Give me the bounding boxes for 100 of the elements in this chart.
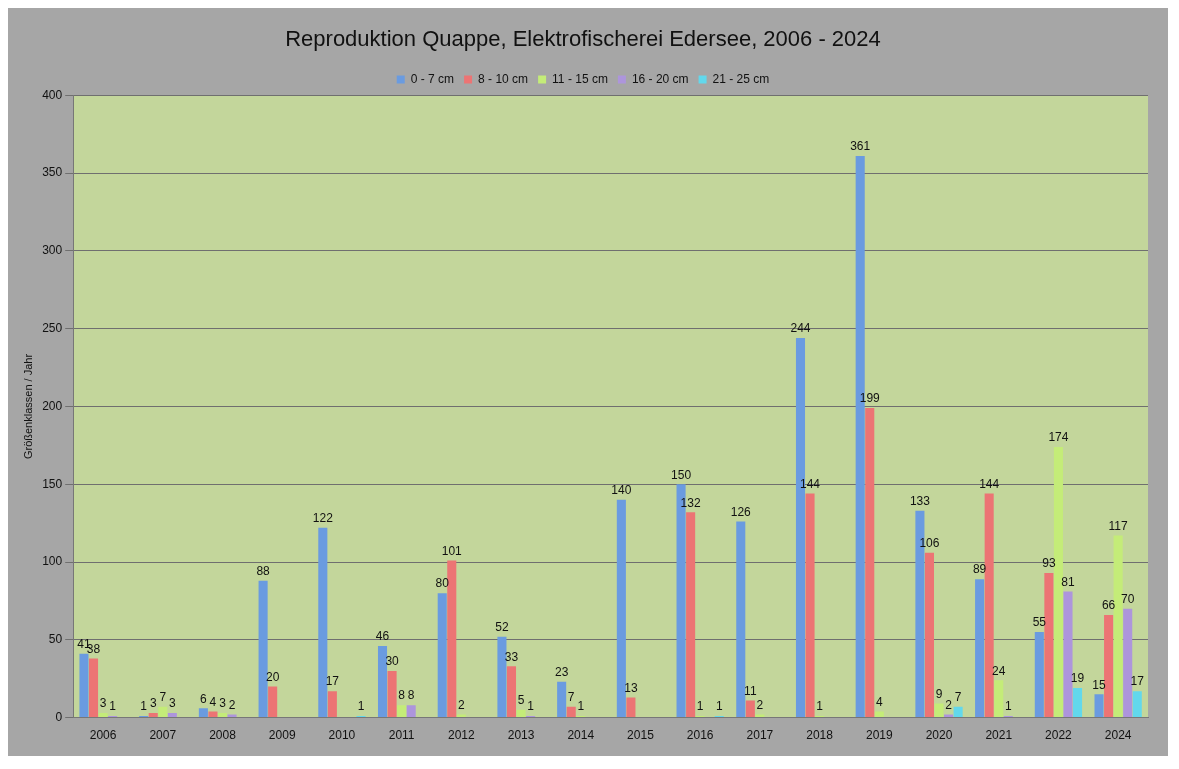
x-tick-label: 2024 bbox=[1104, 728, 1132, 743]
bar bbox=[557, 681, 567, 718]
bar bbox=[616, 499, 626, 718]
bar bbox=[626, 697, 636, 718]
legend-label: 8 - 10 cm bbox=[478, 71, 529, 86]
x-tick-label: 2021 bbox=[985, 728, 1013, 743]
data-label: 11 bbox=[744, 683, 757, 698]
x-tick-label: 2009 bbox=[268, 728, 296, 743]
bar bbox=[975, 579, 985, 718]
bar bbox=[1044, 572, 1054, 718]
bar bbox=[1113, 535, 1123, 718]
bar bbox=[258, 580, 268, 718]
bar bbox=[1073, 688, 1083, 718]
data-label: 55 bbox=[1032, 615, 1047, 630]
y-tick-label: 100 bbox=[42, 554, 63, 569]
bar bbox=[686, 512, 696, 718]
y-tick-label: 50 bbox=[48, 632, 63, 647]
data-label: 1 bbox=[1004, 699, 1012, 714]
data-label: 7 bbox=[567, 690, 575, 705]
data-label: 9 bbox=[935, 686, 943, 701]
data-label: 144 bbox=[800, 476, 821, 491]
data-label: 6 bbox=[200, 691, 208, 706]
bar bbox=[953, 706, 963, 718]
data-label: 1 bbox=[527, 699, 535, 714]
data-label: 140 bbox=[611, 483, 632, 498]
data-label: 117 bbox=[1108, 518, 1129, 533]
bar bbox=[227, 714, 237, 718]
data-label: 106 bbox=[919, 536, 940, 551]
y-tick-label: 400 bbox=[42, 87, 63, 102]
bar bbox=[318, 527, 328, 718]
bar bbox=[88, 658, 99, 718]
x-tick-label: 2016 bbox=[686, 728, 714, 743]
bar bbox=[874, 711, 884, 718]
data-label: 2 bbox=[457, 697, 465, 712]
data-label: 1 bbox=[715, 699, 723, 714]
data-label: 1 bbox=[696, 699, 704, 714]
bar bbox=[865, 408, 875, 718]
data-label: 361 bbox=[850, 139, 871, 154]
x-tick-label: 2020 bbox=[925, 728, 953, 743]
bar bbox=[497, 636, 507, 718]
bar bbox=[1063, 591, 1073, 718]
bar bbox=[387, 670, 397, 718]
legend-label: 21 - 25 cm bbox=[712, 71, 770, 86]
data-label: 8 bbox=[407, 688, 415, 703]
bar bbox=[566, 706, 576, 718]
legend-label: 16 - 20 cm bbox=[631, 71, 689, 86]
bar bbox=[934, 703, 944, 718]
bar bbox=[79, 653, 89, 718]
bar bbox=[984, 493, 994, 718]
x-tick-label: 2008 bbox=[209, 728, 237, 743]
data-label: 1 bbox=[816, 699, 824, 714]
data-label: 46 bbox=[375, 629, 390, 644]
bar bbox=[506, 666, 517, 718]
data-label: 7 bbox=[159, 690, 167, 705]
data-label: 23 bbox=[554, 665, 569, 680]
data-label: 4 bbox=[875, 694, 883, 709]
data-label: 126 bbox=[730, 504, 752, 519]
data-label: 244 bbox=[790, 321, 811, 336]
data-label: 4 bbox=[209, 694, 217, 709]
data-label: 52 bbox=[495, 620, 509, 635]
y-axis-title: Größenklassen / Jahr bbox=[21, 353, 34, 460]
y-tick-label: 150 bbox=[42, 476, 63, 491]
data-label: 101 bbox=[441, 543, 463, 558]
data-label: 70 bbox=[1121, 592, 1135, 607]
bar bbox=[406, 705, 416, 718]
data-label: 81 bbox=[1061, 574, 1075, 589]
data-label: 66 bbox=[1101, 598, 1116, 613]
data-label: 33 bbox=[504, 649, 519, 664]
data-label: 3 bbox=[169, 696, 176, 711]
bar bbox=[148, 712, 158, 718]
bar bbox=[736, 521, 746, 718]
bar bbox=[268, 686, 278, 718]
data-label: 17 bbox=[325, 674, 340, 689]
bar bbox=[755, 714, 765, 718]
y-tick-label: 350 bbox=[42, 165, 63, 180]
bar bbox=[745, 700, 755, 718]
chart-title: Reproduktion Quappe, Elektrofischerei Edersee, 2006 - 2024 bbox=[285, 26, 881, 52]
data-label: 122 bbox=[312, 511, 334, 526]
data-label: 1 bbox=[140, 699, 148, 714]
data-label: 15 bbox=[1092, 677, 1107, 692]
data-label: 8 bbox=[398, 688, 406, 703]
bar bbox=[516, 709, 526, 718]
bar bbox=[1104, 614, 1114, 718]
data-label: 174 bbox=[1048, 430, 1069, 445]
bar bbox=[456, 714, 466, 718]
bar bbox=[447, 560, 457, 718]
bar bbox=[158, 706, 168, 718]
y-tick-label: 0 bbox=[55, 709, 63, 724]
data-label: 2 bbox=[945, 697, 953, 712]
bar bbox=[98, 712, 108, 718]
data-label: 132 bbox=[680, 495, 701, 510]
bar bbox=[327, 691, 337, 718]
bar bbox=[805, 493, 815, 718]
bar bbox=[1094, 694, 1104, 718]
data-label: 3 bbox=[99, 696, 107, 711]
x-tick-label: 2019 bbox=[865, 728, 893, 743]
bar bbox=[1053, 446, 1063, 718]
data-label: 1 bbox=[109, 699, 117, 714]
data-label: 144 bbox=[979, 476, 1000, 491]
data-label: 13 bbox=[624, 680, 638, 695]
